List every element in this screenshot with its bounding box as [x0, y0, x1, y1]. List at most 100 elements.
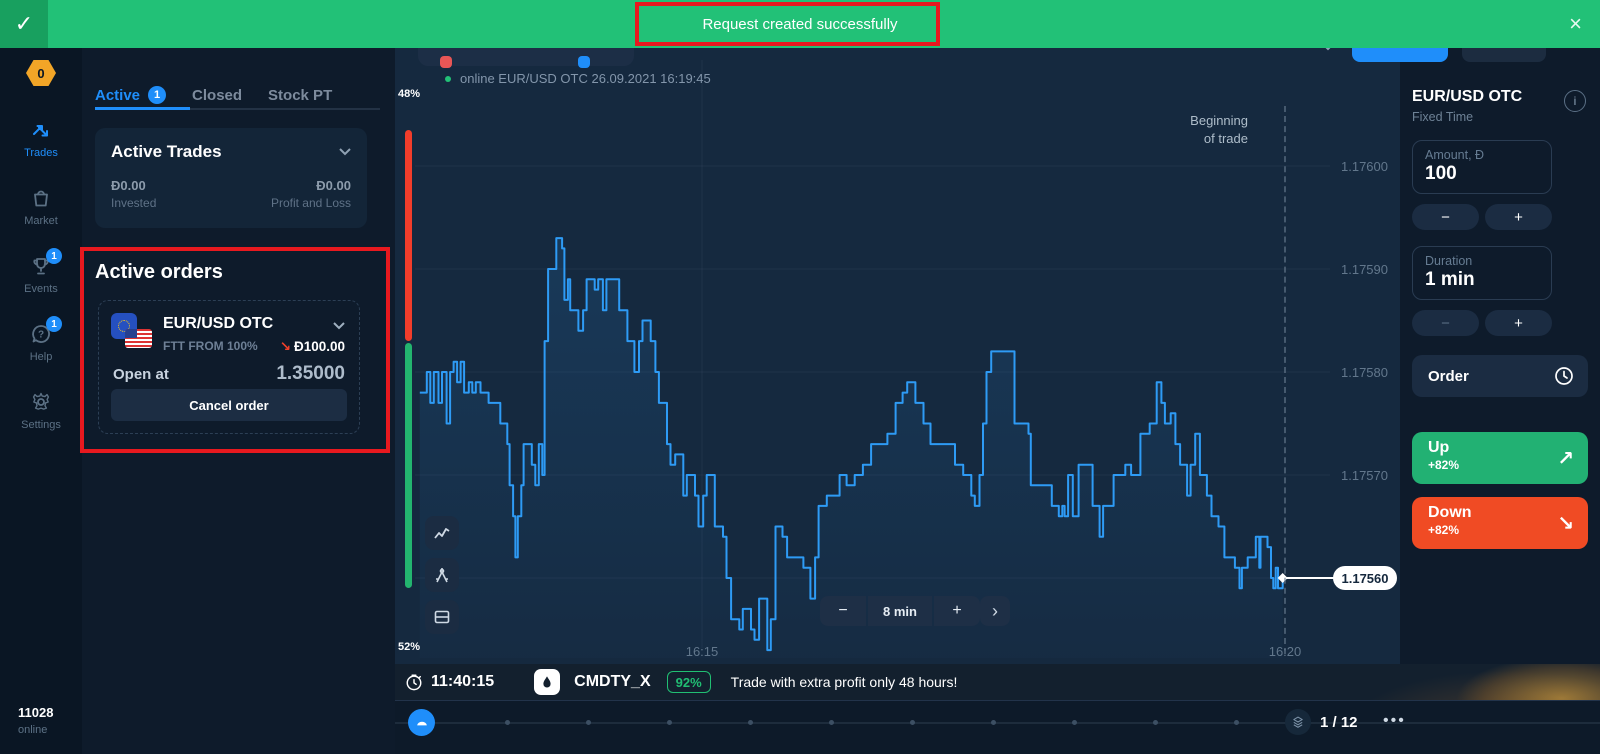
chart-type-button[interactable] — [425, 516, 459, 550]
selected-pair[interactable]: EUR/USD OTC — [1412, 88, 1523, 105]
order-button[interactable]: Order — [1412, 355, 1588, 397]
active-orders-title: Active orders — [95, 261, 223, 283]
trades-icon — [29, 118, 53, 142]
chart-area[interactable]: online EUR/USD OTC 26.09.2021 16:19:45 4… — [395, 30, 1400, 664]
amount-plus-button[interactable]: + — [1485, 204, 1552, 230]
timeline-dot[interactable] — [1234, 720, 1239, 725]
invested-value: Đ0.00 — [111, 178, 146, 193]
beginning-line2: of trade — [1203, 131, 1248, 146]
price-chart[interactable] — [395, 48, 1400, 664]
trade-mode: Fixed Time — [1412, 110, 1474, 124]
promo-message: Trade with extra profit only 48 hours! — [730, 674, 958, 690]
zoom-out-button[interactable]: − — [820, 596, 866, 626]
order-button-label: Order — [1428, 367, 1469, 385]
down-button[interactable]: Down +82% ↘ — [1412, 497, 1588, 549]
tabs-divider — [95, 108, 380, 110]
tab-stock-pt[interactable]: Stock PT — [268, 81, 332, 109]
timeline-track[interactable] — [395, 722, 1600, 724]
beginning-of-trade-label: Beginning of trade — [1190, 112, 1248, 148]
time-tick-label: 16:15 — [685, 644, 719, 659]
level-badge[interactable]: 0 — [26, 60, 56, 86]
close-icon[interactable]: × — [1569, 11, 1582, 36]
duration-plus-button[interactable]: + — [1485, 310, 1552, 336]
chevron-down-icon[interactable] — [333, 317, 345, 335]
sidebar-item-help[interactable]: ? 1 Help — [0, 308, 82, 376]
compass-icon — [436, 568, 448, 583]
tab-stock-pt-label: Stock PT — [268, 86, 333, 104]
blue-marker-icon — [578, 56, 590, 68]
sentiment-bar — [405, 130, 412, 588]
amount-minus-button[interactable]: − — [1412, 204, 1479, 230]
amount-value: 100 — [1425, 163, 1457, 184]
active-trades-card[interactable]: Active Trades Đ0.00 Invested Đ0.00 Profi… — [95, 128, 367, 228]
timeline-dot[interactable] — [1153, 720, 1158, 725]
scroll-forward-button[interactable]: › — [980, 596, 1010, 626]
sidebar-item-settings[interactable]: Settings — [0, 376, 82, 444]
timeline-dot[interactable] — [910, 720, 915, 725]
timeline-dot[interactable] — [1072, 720, 1077, 725]
more-options-button[interactable]: ••• — [1383, 712, 1406, 729]
tab-active-label: Active — [95, 86, 141, 104]
sidebar-item-label: Help — [29, 351, 53, 363]
us-flag-icon — [125, 329, 152, 348]
duration-label: Duration — [1425, 254, 1473, 268]
sidebar-item-trades[interactable]: Trades — [0, 104, 82, 172]
tab-active[interactable]: Active 1 — [95, 81, 167, 109]
notification-badge: 1 — [46, 248, 62, 264]
chart-status: online EUR/USD OTC 26.09.2021 16:19:45 — [445, 71, 711, 86]
current-price-badge: 1.17560 — [1333, 566, 1397, 590]
order-amount-value: Đ100.00 — [293, 339, 345, 354]
tab-closed[interactable]: Closed — [192, 81, 242, 109]
info-icon[interactable]: i — [1564, 90, 1586, 112]
duration-field[interactable]: Duration 1 min — [1412, 246, 1552, 300]
ticker-symbol[interactable]: CMDTY_X — [574, 673, 651, 690]
countdown-timer: 11:40:15 — [431, 673, 495, 690]
sentiment-down-percent: 52% — [398, 641, 421, 653]
user-status: online — [18, 724, 48, 736]
sidebar-item-label: Settings — [21, 419, 61, 431]
sidebar-item-label: Events — [24, 283, 58, 295]
active-tab-indicator — [95, 107, 190, 110]
up-label: Up — [1428, 439, 1450, 456]
line-chart-icon — [434, 528, 450, 539]
stories-timeline-bar: 1 / 12 ••• — [395, 700, 1600, 754]
indicators-button[interactable] — [425, 558, 459, 592]
up-button[interactable]: Up +82% ↗ — [1412, 432, 1588, 484]
interval-value[interactable]: 8 min — [868, 596, 932, 626]
layout-button[interactable] — [425, 600, 459, 634]
duration-value: 1 min — [1425, 269, 1475, 290]
timeline-dot[interactable] — [991, 720, 996, 725]
layers-icon[interactable] — [1285, 709, 1311, 735]
zoom-in-button[interactable]: + — [934, 596, 980, 626]
timeline-dot[interactable] — [748, 720, 753, 725]
amount-label: Amount, Đ — [1425, 148, 1485, 162]
order-panel: EUR/USD OTC Fixed Time i Amount, Đ 100 −… — [1400, 48, 1600, 664]
sidebar-nav: Trades Market 1 Events? 1 Help Settings — [0, 104, 82, 444]
chevron-down-icon[interactable] — [339, 148, 351, 156]
cancel-order-button[interactable]: Cancel order — [111, 389, 347, 421]
open-at-value: 1.35000 — [276, 363, 345, 384]
banner-message: Request created successfully — [702, 15, 898, 33]
timeline-dot[interactable] — [829, 720, 834, 725]
duration-minus-button[interactable]: − — [1412, 310, 1479, 336]
timeline-dot[interactable] — [586, 720, 591, 725]
trades-tabs: Active 1 Closed Stock PT — [95, 81, 380, 109]
trade-start-line — [1284, 106, 1286, 654]
red-marker-icon — [440, 56, 452, 68]
sidebar-item-events[interactable]: 1 Events — [0, 240, 82, 308]
sidebar-item-market[interactable]: Market — [0, 172, 82, 240]
currency-pair-flags-icon — [111, 313, 153, 349]
notification-badge: 1 — [46, 316, 62, 332]
timeline-dot[interactable] — [505, 720, 510, 725]
clock-icon — [1555, 367, 1573, 385]
invested-stat: Đ0.00 Invested — [111, 178, 156, 210]
up-percent: +82% — [1428, 458, 1460, 472]
price-tick-label: 1.17590 — [1341, 262, 1388, 277]
timeline-dot[interactable] — [667, 720, 672, 725]
duration-stepper: − + — [1412, 310, 1552, 336]
price-tick-label: 1.17570 — [1341, 468, 1388, 483]
promo-story-button[interactable] — [408, 709, 435, 736]
amount-field[interactable]: Amount, Đ 100 — [1412, 140, 1552, 194]
pnl-value: Đ0.00 — [316, 178, 351, 193]
